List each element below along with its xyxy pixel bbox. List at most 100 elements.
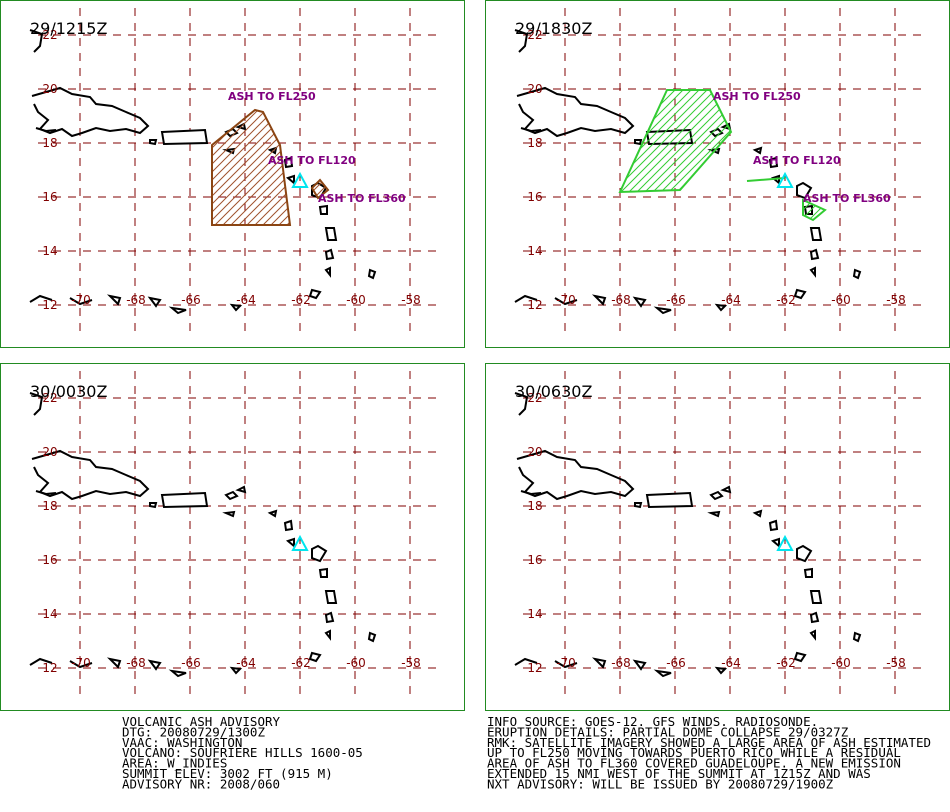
ash-label: ASH TO FL360 <box>318 192 406 205</box>
island <box>229 303 243 312</box>
advisory-line: SUMMIT ELEV: 3002 FT (915 M) <box>122 766 333 781</box>
ash-area <box>802 198 827 222</box>
island <box>809 248 820 261</box>
coastline <box>520 127 542 133</box>
island <box>106 657 122 669</box>
island <box>768 156 779 169</box>
island <box>852 631 862 643</box>
latitude-label: 18 <box>42 136 57 150</box>
island <box>367 268 377 280</box>
latitude-label: 12 <box>42 661 57 675</box>
valid-time: 29/1215Z <box>30 19 107 38</box>
latitude-label: 18 <box>527 136 542 150</box>
longitude-label: -66 <box>181 656 201 670</box>
latitude-label: 14 <box>42 607 57 621</box>
advisory-line: RMK: SATELLITE IMAGERY SHOWED A LARGE AR… <box>487 735 931 750</box>
island <box>653 669 672 678</box>
island <box>324 266 331 278</box>
latitude-label: 20 <box>42 445 57 459</box>
coastline <box>35 490 57 496</box>
ash-area <box>310 178 330 200</box>
island <box>634 502 643 509</box>
advisory-line: ERUPTION DETAILS: PARTIAL DOME COLLAPSE … <box>487 724 849 739</box>
island <box>709 490 724 501</box>
latitude-label: 12 <box>527 298 542 312</box>
ash-area <box>746 177 786 182</box>
island <box>160 128 209 146</box>
longitude-label: -68 <box>126 656 146 670</box>
latitude-label: 14 <box>527 244 542 258</box>
island <box>591 294 607 306</box>
island <box>324 590 338 604</box>
latitude-label: 22 <box>527 391 542 405</box>
island <box>714 666 728 675</box>
island <box>809 629 816 641</box>
island <box>770 537 780 549</box>
longitude-label: -66 <box>666 656 686 670</box>
island <box>367 631 377 643</box>
island <box>285 537 295 549</box>
island <box>809 611 820 624</box>
latitude-label: 18 <box>42 499 57 513</box>
latitude-label: 22 <box>527 28 542 42</box>
ash-label: ASH TO FL120 <box>268 154 356 167</box>
island <box>147 659 162 671</box>
map-panel: 22 20 18 16 14 12 -70 -68 -66 -64 -62 -60 -58 30/0630… <box>485 363 950 711</box>
island <box>796 544 813 563</box>
longitude-label: -70 <box>556 656 576 670</box>
island <box>285 174 295 186</box>
coastline <box>520 490 542 496</box>
ash-area <box>618 89 733 194</box>
longitude-label: -66 <box>181 293 201 307</box>
volcano-symbol <box>291 534 309 551</box>
latitude-label: 12 <box>42 298 57 312</box>
advisory-line: NXT ADVISORY: WILL BE ISSUED BY 20080729… <box>487 776 834 791</box>
latitude-label: 16 <box>527 553 542 567</box>
coastline <box>554 660 578 669</box>
island <box>235 485 247 494</box>
latitude-label: 22 <box>42 391 57 405</box>
latitude-label: 14 <box>42 244 57 258</box>
longitude-label: -62 <box>291 656 311 670</box>
island <box>308 651 322 663</box>
latitude-label: 16 <box>42 553 57 567</box>
island <box>324 629 331 641</box>
longitude-label: -68 <box>126 293 146 307</box>
volcano-symbol <box>776 534 794 551</box>
longitude-label: -60 <box>346 656 366 670</box>
coastline <box>69 297 93 306</box>
island <box>160 491 209 509</box>
island <box>793 651 807 663</box>
advisory-line: DTG: 20080729/1300Z <box>122 724 265 739</box>
latitude-label: 16 <box>42 190 57 204</box>
island <box>634 139 643 146</box>
valid-time: 29/1830Z <box>515 19 592 38</box>
island <box>632 659 647 671</box>
island <box>714 303 728 312</box>
coastline <box>514 294 538 303</box>
valid-time: 30/0030Z <box>30 382 107 401</box>
ash-area <box>211 108 292 226</box>
island <box>229 666 243 675</box>
advisory-line: UP TO FL250 MOVING TOWARDS PUERTO RICO W… <box>487 745 901 760</box>
island <box>707 510 721 518</box>
coastline <box>514 29 529 53</box>
advisory-line: ADVISORY NR: 2008/060 <box>122 776 280 791</box>
longitude-label: -66 <box>666 293 686 307</box>
coastline <box>29 29 44 53</box>
island <box>632 296 647 308</box>
island <box>324 227 338 241</box>
coastline <box>29 657 53 666</box>
longitude-label: -58 <box>886 293 906 307</box>
ash-label: ASH TO FL250 <box>713 90 801 103</box>
advisory-line: VOLCANO: SOUFRIERE HILLS 1600-05 <box>122 745 363 760</box>
coastline <box>69 660 93 669</box>
map-panel: 22 20 18 16 14 12 -70 -68 -66 -64 -62 -60 -58 30/0030… <box>0 363 465 711</box>
longitude-label: -64 <box>721 656 741 670</box>
island <box>149 502 158 509</box>
ash-label: ASH TO FL120 <box>753 154 841 167</box>
island <box>168 669 187 678</box>
island <box>768 519 779 532</box>
panel-frame <box>0 363 465 711</box>
